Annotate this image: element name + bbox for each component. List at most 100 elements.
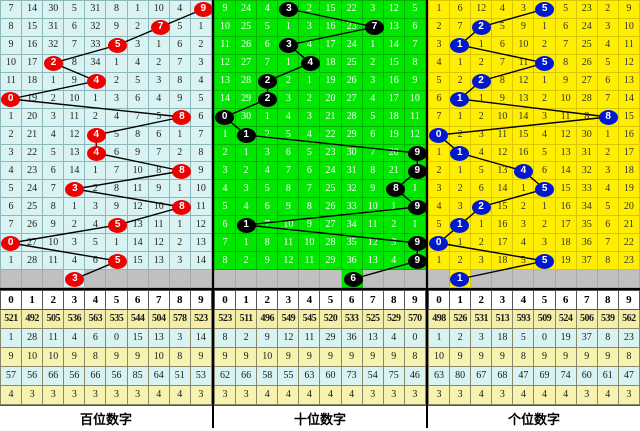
miss-cell: 3: [277, 89, 300, 109]
stat-header-cell[interactable]: 9: [189, 290, 213, 310]
miss-cell: 3: [168, 251, 191, 271]
stat-header-cell[interactable]: 7: [575, 290, 598, 310]
stats-row: 1 2 3 18 5 0 19 37 8 23: [427, 328, 640, 348]
stat-header-cell[interactable]: 1: [21, 290, 44, 310]
stat-total-cell: 549: [277, 309, 300, 329]
stat-total-cell: 529: [382, 309, 405, 329]
stat-header-cell[interactable]: 0: [213, 290, 237, 310]
trend-row: 5247328119110: [0, 179, 212, 199]
stat-current-miss-cell: 11: [298, 328, 321, 348]
miss-cell: 17: [382, 89, 405, 109]
miss-cell: 8: [168, 71, 191, 91]
miss-cell: 7: [596, 233, 619, 253]
stat-average-cell: 9: [298, 347, 321, 367]
miss-cell: 7: [63, 35, 86, 55]
miss-cell: 4: [428, 197, 451, 217]
stat-header-cell[interactable]: 3: [491, 290, 514, 310]
stat-header-cell[interactable]: 9: [403, 290, 427, 310]
stat-header-cell[interactable]: 5: [533, 290, 556, 310]
miss-cell: 4: [126, 53, 149, 73]
hit-cell: 0: [0, 233, 23, 253]
trend-row: 4127115826512: [428, 53, 640, 73]
miss-cell: 9: [277, 197, 300, 217]
miss-cell: 2: [596, 143, 619, 163]
stat-header-cell[interactable]: 1: [235, 290, 258, 310]
panel-tens[interactable]: 9244321522312510255131623713611266341724…: [214, 0, 428, 288]
stat-header-cell[interactable]: 2: [256, 290, 279, 310]
stat-header-cell[interactable]: 3: [277, 290, 300, 310]
trend-row: 161243552329: [428, 0, 640, 19]
stat-header-cell[interactable]: 2: [42, 290, 65, 310]
miss-cell: 14: [21, 0, 44, 19]
stat-average-cell: 9: [575, 347, 598, 367]
stat-header-cell[interactable]: 7: [361, 290, 384, 310]
stat-max-miss-cell: 46: [403, 366, 427, 386]
miss-cell: 25: [575, 35, 598, 55]
stat-header-cell[interactable]: 8: [596, 290, 619, 310]
empty-cell: [168, 269, 191, 288]
miss-cell: 5: [361, 107, 384, 127]
miss-cell: 4: [533, 125, 556, 145]
hit-cell: 7: [147, 17, 170, 37]
miss-cell: 9: [168, 89, 191, 109]
miss-cell: 6: [126, 89, 149, 109]
stat-header-cell[interactable]: 1: [449, 290, 472, 310]
stat-group-cell: 4: [0, 385, 23, 405]
stat-header-cell[interactable]: 6: [126, 290, 149, 310]
miss-cell: 15: [319, 0, 342, 19]
stat-header-cell[interactable]: 0: [427, 290, 451, 310]
panel-units[interactable]: 1612435523292725916243103116102725411412…: [428, 0, 640, 288]
miss-cell: 6: [84, 251, 107, 271]
miss-cell: 10: [147, 0, 170, 19]
miss-cell: 34: [575, 197, 598, 217]
miss-cell: 12: [277, 251, 300, 271]
miss-cell: 17: [491, 233, 514, 253]
stat-current-miss-cell: 11: [42, 328, 65, 348]
stat-header-cell[interactable]: 3: [63, 290, 86, 310]
miss-cell: 15: [21, 17, 44, 37]
stat-average-cell: 9: [491, 347, 514, 367]
miss-cell: 7: [0, 0, 23, 19]
empty-cell: [319, 269, 342, 288]
trend-row: 3116102725411: [428, 35, 640, 55]
stat-header-cell[interactable]: 6: [340, 290, 363, 310]
stats-hundreds: 0 1 2 3 4 5 6 7 8 9 521 492 505 536 563 535 544 504 578 523…: [0, 290, 214, 431]
stat-max-miss-cell: 64: [147, 366, 170, 386]
miss-cell: 11: [491, 125, 514, 145]
miss-cell: 9: [105, 197, 128, 217]
miss-cell: 2: [382, 215, 405, 235]
miss-cell: 30: [42, 0, 65, 19]
miss-cell: 12: [126, 197, 149, 217]
stats-row: 57 56 66 56 66 56 85 64 51 53: [0, 366, 213, 386]
miss-cell: 2: [147, 53, 170, 73]
stat-header-cell[interactable]: 2: [470, 290, 493, 310]
miss-cell: 13: [189, 233, 212, 253]
stat-average-cell: 9: [0, 347, 23, 367]
stat-header-cell[interactable]: 5: [105, 290, 128, 310]
stat-average-cell: 9: [105, 347, 128, 367]
miss-cell: 16: [21, 35, 44, 55]
panel-hundreds[interactable]: 7143053181104981531632927519163273353162…: [0, 0, 214, 288]
stat-header-cell[interactable]: 4: [298, 290, 321, 310]
miss-cell: 1: [428, 143, 451, 163]
empty-cell: [575, 269, 598, 288]
stat-header-cell[interactable]: 8: [382, 290, 405, 310]
empty-cell: [214, 269, 237, 288]
stat-header-cell[interactable]: 0: [0, 290, 23, 310]
miss-cell: 2: [84, 107, 107, 127]
miss-cell: 2: [449, 125, 472, 145]
stat-group-cell: 3: [42, 385, 65, 405]
stat-max-miss-cell: 85: [126, 366, 149, 386]
stat-header-cell[interactable]: 8: [168, 290, 191, 310]
miss-cell: 24: [21, 179, 44, 199]
stat-header-cell[interactable]: 4: [512, 290, 535, 310]
stat-header-cell[interactable]: 7: [147, 290, 170, 310]
miss-cell: 1: [235, 233, 258, 253]
miss-cell: 5: [256, 17, 279, 37]
stat-header-cell[interactable]: 9: [617, 290, 640, 310]
miss-cell: 11: [277, 233, 300, 253]
stat-header-cell[interactable]: 4: [84, 290, 107, 310]
stat-header-cell[interactable]: 6: [554, 290, 577, 310]
miss-cell: 3: [256, 143, 279, 163]
stat-header-cell[interactable]: 5: [319, 290, 342, 310]
